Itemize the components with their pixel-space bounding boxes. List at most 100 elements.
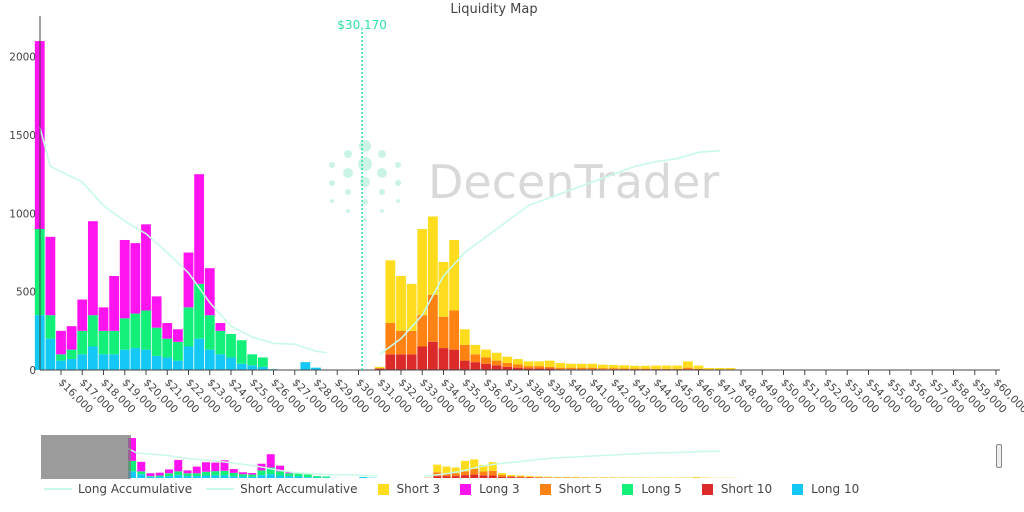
bar-long-10[interactable] (226, 357, 236, 370)
bar-long-10[interactable] (247, 365, 258, 370)
bar-long-10[interactable] (162, 357, 173, 370)
bar-short-3[interactable] (576, 363, 587, 368)
bar-long-5[interactable] (98, 330, 109, 355)
bar-long-10[interactable] (311, 367, 321, 370)
range-slider-handle[interactable] (996, 444, 1002, 468)
bar-short-5[interactable] (534, 366, 545, 369)
bar-long-10[interactable] (45, 338, 56, 370)
bar-short-10[interactable] (427, 341, 438, 370)
legend-item-short-accumulative[interactable]: Short Accumulative (206, 482, 358, 496)
bar-short-5[interactable] (661, 368, 672, 370)
bar-short-3[interactable] (523, 361, 534, 367)
bar-long-5[interactable] (247, 354, 258, 366)
legend-item-long-5[interactable]: Long 5 (616, 482, 682, 496)
bar-short-5[interactable] (576, 367, 587, 370)
bar-long-5[interactable] (87, 315, 98, 347)
bar-long-5[interactable] (109, 330, 120, 355)
bar-short-5[interactable] (672, 368, 683, 370)
bar-short-5[interactable] (438, 316, 449, 349)
bar-long-3[interactable] (141, 224, 151, 311)
bar-long-5[interactable] (215, 330, 226, 355)
bar-long-5[interactable] (236, 340, 247, 364)
bar-short-5[interactable] (682, 367, 693, 370)
bar-long-5[interactable] (226, 333, 236, 358)
bar-short-10[interactable] (491, 365, 502, 370)
bar-long-10[interactable] (130, 348, 141, 370)
bar-short-3[interactable] (714, 367, 725, 370)
bar-short-10[interactable] (523, 368, 534, 370)
bar-short-3[interactable] (502, 356, 513, 363)
bar-long-10[interactable] (194, 338, 205, 370)
bar-short-3[interactable] (459, 329, 470, 345)
bar-short-5[interactable] (629, 368, 640, 370)
bar-long-3[interactable] (119, 239, 130, 319)
bar-short-5[interactable] (406, 330, 417, 355)
range-slider[interactable] (41, 435, 738, 479)
bar-short-5[interactable] (640, 368, 651, 370)
bar-short-10[interactable] (481, 363, 491, 370)
bar-short-10[interactable] (502, 366, 513, 370)
legend-item-short-10[interactable]: Short 10 (696, 482, 772, 496)
bar-long-5[interactable] (45, 315, 56, 339)
bar-short-3[interactable] (640, 365, 651, 369)
bar-long-10[interactable] (98, 354, 109, 370)
bar-short-3[interactable] (396, 276, 406, 331)
line-short-accumulative[interactable] (379, 149, 720, 355)
bar-short-3[interactable] (693, 365, 704, 369)
bar-long-5[interactable] (151, 327, 162, 356)
bar-long-10[interactable] (183, 346, 194, 370)
bar-long-3[interactable] (162, 323, 173, 339)
range-slider-mask[interactable] (41, 435, 131, 479)
bar-short-5[interactable] (619, 368, 630, 370)
bar-short-3[interactable] (555, 362, 566, 368)
legend-item-long-3[interactable]: Long 3 (454, 482, 520, 496)
bar-long-5[interactable] (162, 338, 173, 358)
bar-long-10[interactable] (257, 366, 268, 370)
bar-long-5[interactable] (183, 307, 194, 347)
bar-long-3[interactable] (183, 252, 194, 308)
bar-short-5[interactable] (523, 366, 534, 369)
bar-short-3[interactable] (672, 365, 683, 369)
bar-short-5[interactable] (417, 315, 428, 347)
bar-long-10[interactable] (151, 355, 162, 370)
bar-short-3[interactable] (406, 283, 417, 331)
bar-short-3[interactable] (385, 260, 396, 324)
bar-short-5[interactable] (693, 368, 704, 370)
bar-long-3[interactable] (77, 299, 88, 331)
bar-long-3[interactable] (98, 307, 109, 331)
bar-long-3[interactable] (45, 236, 56, 316)
bar-short-3[interactable] (491, 352, 502, 361)
bar-long-3[interactable] (151, 296, 162, 328)
bar-long-3[interactable] (130, 243, 141, 314)
bar-short-3[interactable] (608, 364, 619, 369)
bar-long-10[interactable] (215, 354, 226, 370)
bar-short-5[interactable] (651, 368, 661, 370)
bar-short-10[interactable] (374, 368, 385, 370)
bar-long-10[interactable] (236, 363, 247, 370)
bar-short-3[interactable] (427, 216, 438, 295)
bar-long-10[interactable] (172, 360, 183, 370)
bar-short-5[interactable] (566, 367, 576, 370)
bar-short-5[interactable] (449, 310, 460, 350)
bar-long-5[interactable] (119, 318, 130, 350)
bar-long-10[interactable] (141, 349, 151, 370)
bar-long-10[interactable] (300, 362, 311, 370)
bar-short-3[interactable] (449, 239, 460, 311)
bar-long-5[interactable] (66, 349, 77, 360)
bar-long-10[interactable] (56, 360, 66, 370)
bar-long-5[interactable] (172, 341, 183, 361)
bar-short-10[interactable] (544, 368, 555, 370)
bar-short-5[interactable] (555, 367, 566, 370)
bar-short-5[interactable] (608, 368, 619, 370)
bar-short-3[interactable] (481, 349, 491, 358)
bar-long-3[interactable] (215, 323, 226, 331)
bar-short-10[interactable] (470, 362, 481, 370)
bar-short-5[interactable] (491, 360, 502, 366)
bar-long-5[interactable] (77, 330, 88, 355)
bar-short-5[interactable] (427, 294, 438, 342)
bar-long-10[interactable] (109, 354, 120, 370)
bar-short-3[interactable] (597, 364, 608, 369)
bar-long-3[interactable] (194, 174, 205, 284)
bar-long-3[interactable] (56, 330, 66, 355)
bar-short-5[interactable] (459, 344, 470, 361)
